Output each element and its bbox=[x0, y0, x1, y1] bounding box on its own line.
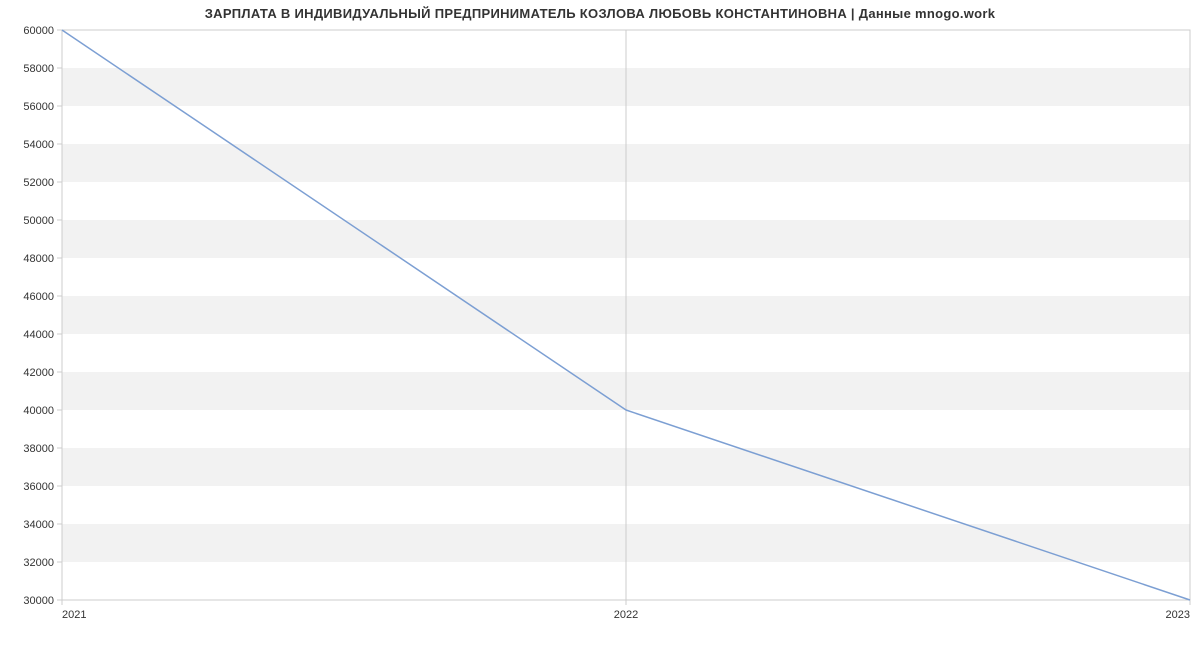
svg-text:34000: 34000 bbox=[23, 519, 54, 531]
svg-text:44000: 44000 bbox=[23, 329, 54, 341]
svg-text:2022: 2022 bbox=[614, 609, 638, 621]
svg-text:46000: 46000 bbox=[23, 291, 54, 303]
svg-text:30000: 30000 bbox=[23, 595, 54, 607]
svg-text:40000: 40000 bbox=[23, 405, 54, 417]
svg-text:42000: 42000 bbox=[23, 367, 54, 379]
svg-text:36000: 36000 bbox=[23, 481, 54, 493]
svg-text:52000: 52000 bbox=[23, 177, 54, 189]
svg-text:58000: 58000 bbox=[23, 63, 54, 75]
svg-text:54000: 54000 bbox=[23, 139, 54, 151]
svg-text:32000: 32000 bbox=[23, 557, 54, 569]
svg-text:48000: 48000 bbox=[23, 253, 54, 265]
svg-text:60000: 60000 bbox=[23, 25, 54, 37]
svg-text:2021: 2021 bbox=[62, 609, 86, 621]
svg-text:38000: 38000 bbox=[23, 443, 54, 455]
salary-line-chart: ЗАРПЛАТА В ИНДИВИДУАЛЬНЫЙ ПРЕДПРИНИМАТЕЛ… bbox=[0, 0, 1200, 650]
svg-text:2023: 2023 bbox=[1166, 609, 1190, 621]
svg-text:50000: 50000 bbox=[23, 215, 54, 227]
chart-svg: 30000 32000 34000 36000 38000 40000 42000 44000… bbox=[0, 0, 1200, 650]
svg-text:56000: 56000 bbox=[23, 101, 54, 113]
chart-title: ЗАРПЛАТА В ИНДИВИДУАЛЬНЫЙ ПРЕДПРИНИМАТЕЛ… bbox=[0, 6, 1200, 21]
